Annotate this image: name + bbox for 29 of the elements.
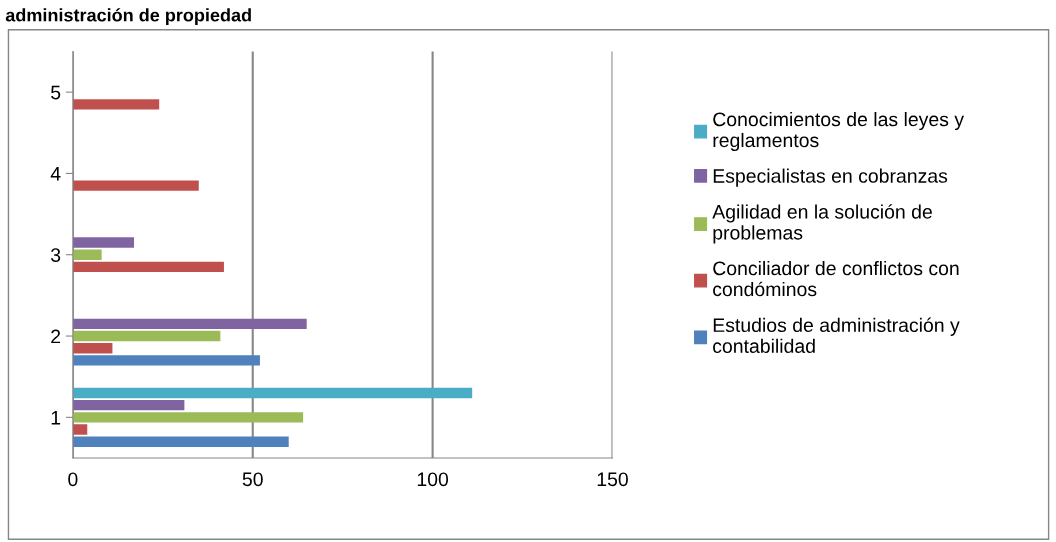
- legend-label: Agilidad en la solución de problemas: [712, 204, 932, 244]
- y-tick-label: 4: [50, 167, 61, 181]
- bar: [72, 436, 289, 447]
- bar: [72, 237, 135, 248]
- bar: [72, 180, 199, 191]
- x-tick-label: 50: [242, 472, 263, 487]
- y-tick-label: 5: [51, 85, 61, 100]
- bar: [72, 330, 221, 342]
- bar: [72, 412, 304, 423]
- y-tick-label: 1: [51, 411, 61, 425]
- y-tick-label: 2: [51, 329, 61, 344]
- legend-label: Conciliador de conflictos con condóminos: [713, 260, 959, 297]
- bar: [72, 387, 473, 399]
- legend-label: Especialistas en cobranzas: [713, 168, 948, 187]
- chart-title: administración de propiedad: [5, 8, 251, 26]
- x-tick-label: 0: [68, 472, 78, 487]
- bar: [72, 343, 113, 354]
- bar: [72, 424, 88, 435]
- bar: [72, 355, 260, 366]
- x-tick-label: 100: [417, 472, 449, 487]
- legend-label: Estudios de administración y contabilidad: [713, 317, 960, 353]
- legend-label: Conocimientos de las leyes y reglamentos: [713, 111, 965, 152]
- y-tick-label: 3: [50, 248, 61, 262]
- bar: [72, 318, 307, 330]
- x-tick-label: 150: [597, 472, 628, 487]
- bar: [72, 249, 102, 260]
- bar: [72, 261, 224, 273]
- bar: [72, 99, 160, 110]
- bar: [72, 399, 185, 411]
